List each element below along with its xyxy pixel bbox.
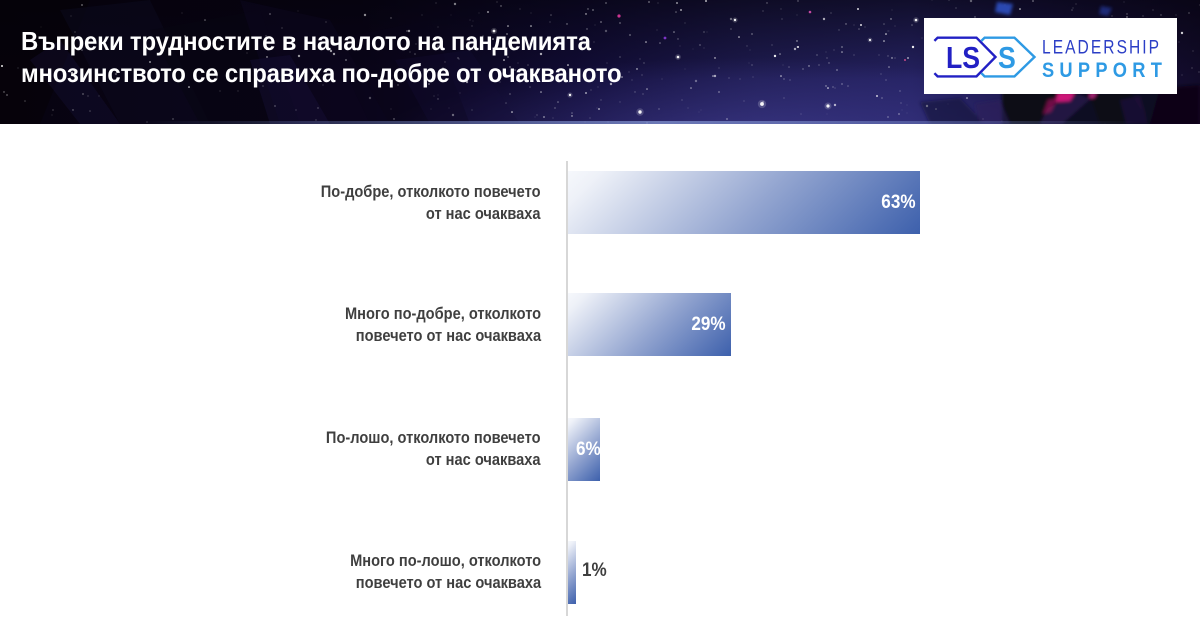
svg-text:LS: LS — [946, 41, 980, 75]
svg-text:SUPPORT: SUPPORT — [1042, 58, 1167, 82]
svg-text:S: S — [998, 41, 1016, 75]
svg-text:LEADERSHIP: LEADERSHIP — [1042, 36, 1161, 58]
